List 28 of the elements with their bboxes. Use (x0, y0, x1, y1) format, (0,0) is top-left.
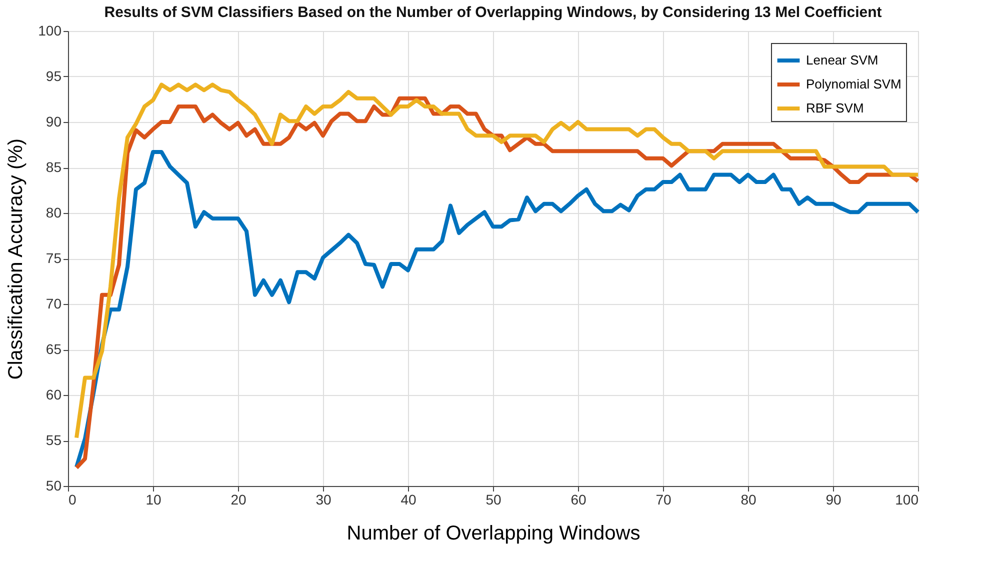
y-tick-label: 85 (46, 159, 62, 175)
x-axis-title: Number of Overlapping Windows (346, 522, 640, 544)
x-tick-label: 30 (316, 492, 332, 508)
y-tick-label: 90 (46, 114, 62, 130)
y-tick-label: 100 (38, 22, 62, 38)
x-tick-label: 20 (230, 492, 246, 508)
y-tick-label: 50 (46, 478, 62, 494)
chart-title: Results of SVM Classifiers Based on the Number of Overlapping Windows, by Considering 13 Mel Coefficient (104, 4, 882, 21)
y-axis-title: Classification Accuracy (%) (5, 138, 28, 380)
y-tick-label: 95 (46, 68, 62, 84)
y-tick-label: 65 (46, 341, 62, 357)
x-tick-label: 60 (570, 492, 586, 508)
legend-label: Polynomial SVM (806, 76, 902, 92)
y-tick-label: 60 (46, 386, 62, 402)
x-tick-label: 50 (486, 492, 502, 508)
legend-label: Lenear SVM (806, 52, 878, 68)
x-tick-label: 40 (400, 492, 416, 508)
x-tick-label: 100 (895, 492, 919, 508)
x-tick-label: 70 (656, 492, 672, 508)
y-tick-label: 75 (46, 250, 62, 266)
y-tick-label: 70 (46, 296, 62, 312)
y-tick-label: 55 (46, 432, 62, 448)
x-tick-label: 10 (146, 492, 162, 508)
y-tick-label: 80 (46, 204, 62, 220)
x-tick-label: 90 (826, 492, 842, 508)
x-tick-label: 0 (68, 492, 76, 508)
x-tick-label: 80 (740, 492, 756, 508)
legend-label: RBF SVM (806, 100, 864, 116)
